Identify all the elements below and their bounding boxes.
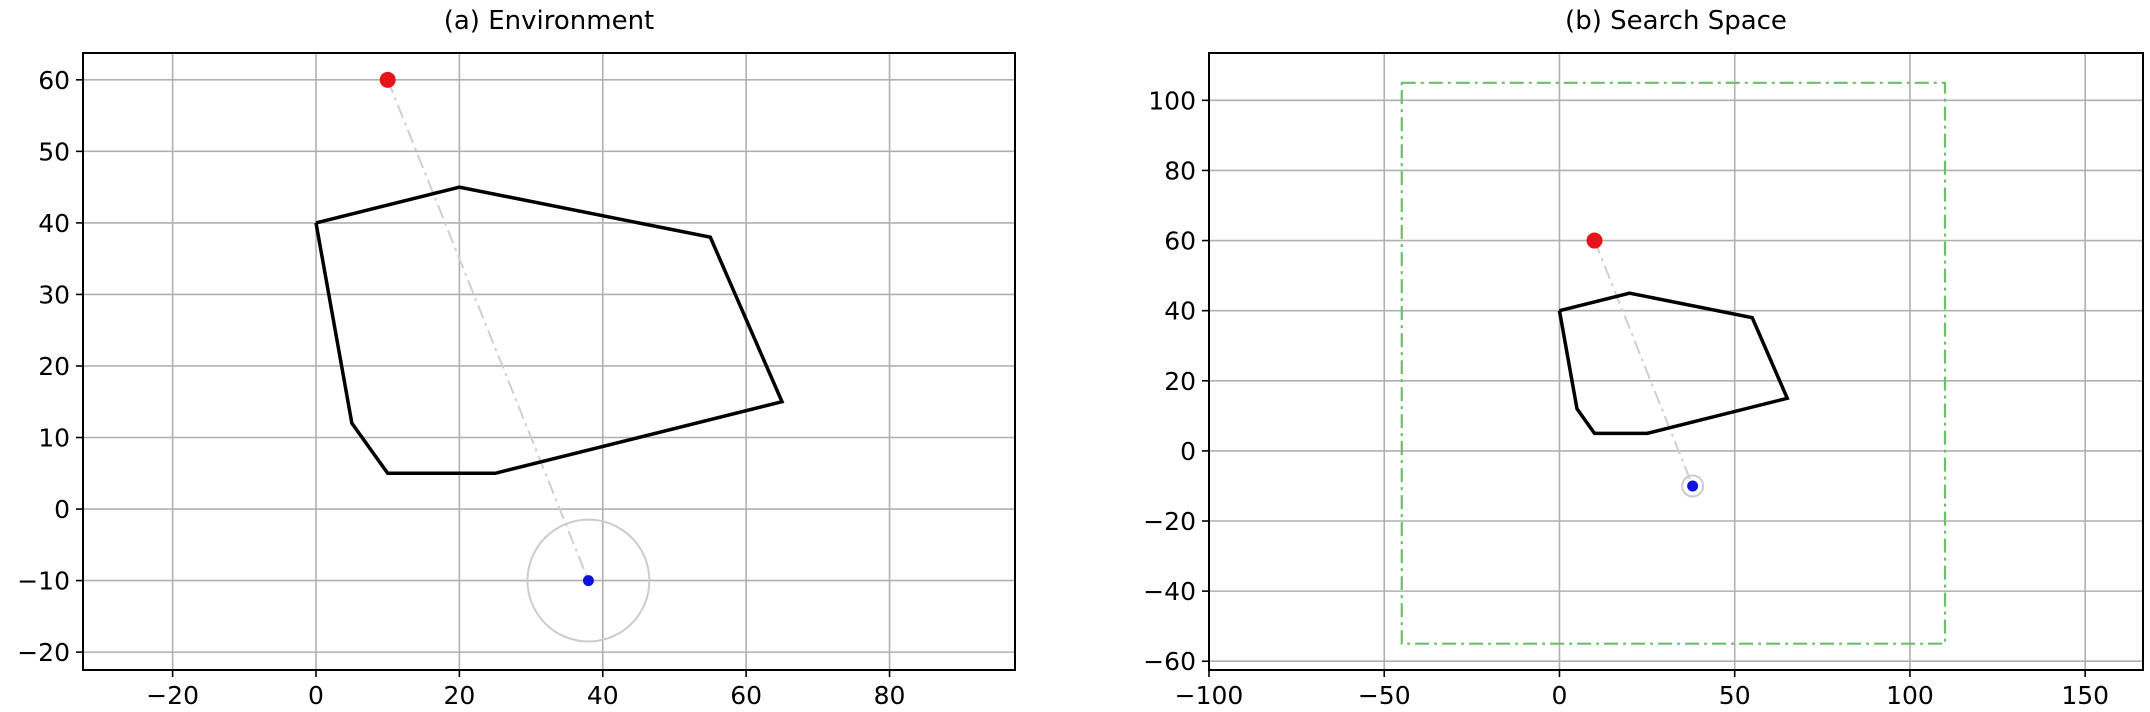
- y-tick-label: 80: [1164, 156, 1196, 185]
- y-tick-label: −20: [1143, 507, 1196, 536]
- y-tick-label: −60: [1143, 647, 1196, 676]
- straight-line-path: [386, 79, 590, 581]
- x-tick-label: 60: [730, 681, 762, 710]
- y-tick-label: 30: [38, 280, 70, 309]
- x-tick-label: −100: [1175, 681, 1244, 710]
- chart-title: (a) Environment: [444, 6, 655, 36]
- y-tick-label: 0: [1180, 437, 1196, 466]
- goal-point: [1687, 480, 1699, 492]
- plot-area: [314, 71, 785, 643]
- y-tick-label: 60: [1164, 227, 1196, 256]
- x-tick-label: −20: [146, 681, 199, 710]
- chart-title: (b) Search Space: [1565, 6, 1787, 36]
- y-tick-label: 20: [1164, 367, 1196, 396]
- x-tick-label: 0: [1552, 681, 1568, 710]
- y-tick-label: 0: [54, 495, 70, 524]
- x-tick-label: 40: [587, 681, 619, 710]
- y-tick-label: 50: [38, 137, 70, 166]
- x-tick-label: 100: [1886, 681, 1934, 710]
- search-space-boundary: [1400, 81, 1947, 645]
- goal-region-circle: [1681, 474, 1705, 498]
- goal-point: [582, 575, 594, 587]
- y-tick-label: 10: [38, 424, 70, 453]
- x-tick-label: 150: [2061, 681, 2109, 710]
- x-tick-label: 80: [874, 681, 906, 710]
- plot-area: [1400, 81, 1947, 645]
- x-tick-label: 20: [443, 681, 475, 710]
- y-tick-label: −10: [17, 567, 70, 596]
- axes-frame: [1208, 52, 2144, 671]
- x-tick-label: 0: [308, 681, 324, 710]
- straight-line-path: [1593, 240, 1694, 487]
- x-tick-label: −50: [1358, 681, 1411, 710]
- y-tick-label: −40: [1143, 577, 1196, 606]
- obstacle-polygon: [1557, 291, 1790, 436]
- axes-frame: [82, 52, 1016, 671]
- y-tick-label: 20: [38, 352, 70, 381]
- start-point: [379, 71, 396, 88]
- x-tick-label: 50: [1719, 681, 1751, 710]
- panel-environment: −20 0 20 40 60 80 −20 −10 0 10 20 30 40 50 60 (a) Envir…: [17, 6, 1016, 710]
- obstacle-polygon: [314, 185, 785, 476]
- y-tick-label: 40: [38, 209, 70, 238]
- y-tick-label: 60: [38, 66, 70, 95]
- start-point: [1586, 232, 1603, 249]
- y-tick-label: 100: [1148, 86, 1196, 115]
- y-tick-label: 40: [1164, 297, 1196, 326]
- goal-region-circle: [526, 518, 651, 643]
- panel-search-space: −100 −50 0 50 100 150 −60 −40 −20 0 20 40 60 80 100 (b)…: [1143, 6, 2144, 710]
- y-tick-label: −20: [17, 638, 70, 667]
